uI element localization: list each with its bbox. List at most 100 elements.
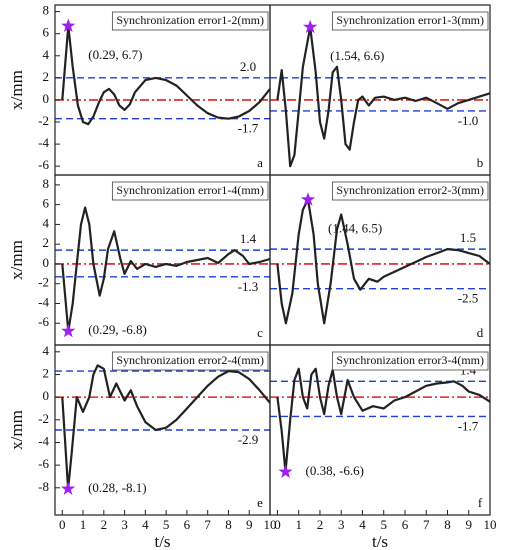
y-tick-label: -6 xyxy=(38,314,49,329)
title-box xyxy=(331,351,489,371)
x-tick-label: 2 xyxy=(317,517,324,532)
x-tick-label: 3 xyxy=(338,517,345,532)
data-line xyxy=(276,198,491,325)
title-box xyxy=(111,11,269,31)
subplot-title: Synchronization error2-4(mm) xyxy=(116,353,264,367)
plot-frame xyxy=(269,174,491,346)
peak-label: (0.29, -6.8) xyxy=(88,322,146,337)
y-tick-label: 6 xyxy=(43,25,50,40)
x-tick-label: 6 xyxy=(184,517,191,532)
subplot-title: Synchronization error1-3(mm) xyxy=(336,13,484,27)
x-tick-label: 4 xyxy=(359,517,366,532)
x-tick-label: 10 xyxy=(264,517,277,532)
peak-label: (0.28, -8.1) xyxy=(88,480,147,495)
data-line xyxy=(276,26,491,168)
y-axis-label: x/mm xyxy=(7,240,26,280)
y-tick-label: 6 xyxy=(43,196,50,211)
y-tick-label: 2 xyxy=(43,69,50,84)
x-tick-label: 8 xyxy=(444,517,451,532)
y-tick-label: 2 xyxy=(43,235,50,250)
threshold-label: -1.0 xyxy=(458,113,479,128)
y-tick-label: -6 xyxy=(38,456,49,471)
plot-frame xyxy=(269,4,491,176)
title-box xyxy=(331,11,489,31)
y-tick-label: 0 xyxy=(43,91,50,106)
y-tick-label: -2 xyxy=(38,275,49,290)
plot-frame xyxy=(54,4,271,176)
peak-label: (1.54, 6.6) xyxy=(330,48,384,63)
threshold-label: 1.5 xyxy=(460,230,476,245)
threshold-label: -1.3 xyxy=(238,279,259,294)
threshold-label: 1.4 xyxy=(240,231,257,246)
threshold-label: -2.9 xyxy=(238,432,259,447)
peak-marker xyxy=(61,18,76,32)
x-axis-label: t/s xyxy=(372,532,388,550)
panel-letter: e xyxy=(257,495,263,510)
x-tick-label: 7 xyxy=(204,517,211,532)
x-tick-label: 6 xyxy=(402,517,409,532)
peak-label: (1.44, 6.5) xyxy=(328,221,382,236)
y-axis-label: x/mm xyxy=(7,70,26,110)
x-tick-label: 1 xyxy=(295,517,302,532)
plot-frame xyxy=(54,174,271,346)
panel-letter: a xyxy=(257,155,263,170)
y-tick-label: -8 xyxy=(38,479,49,494)
x-tick-label: 2 xyxy=(101,517,108,532)
y-tick-label: -6 xyxy=(38,157,49,172)
y-tick-label: 0 xyxy=(43,388,50,403)
peak-label: (0.29, 6.7) xyxy=(88,47,142,62)
y-tick-label: 4 xyxy=(43,343,50,358)
x-tick-label: 3 xyxy=(121,517,128,532)
x-tick-label: 4 xyxy=(142,517,149,532)
x-axis-label: t/s xyxy=(154,532,170,550)
y-tick-label: 4 xyxy=(43,47,50,62)
x-tick-label: 0 xyxy=(59,517,66,532)
panel-letter: b xyxy=(477,155,484,170)
data-line xyxy=(61,24,271,126)
subplot-title: Synchronization error1-2(mm) xyxy=(116,13,264,27)
x-tick-label: 7 xyxy=(423,517,430,532)
threshold-label: -1.7 xyxy=(458,418,479,433)
y-tick-label: 8 xyxy=(43,176,50,191)
panel-letter: c xyxy=(257,325,263,340)
x-tick-label: 8 xyxy=(225,517,232,532)
panel-letter: d xyxy=(477,325,484,340)
data-line xyxy=(276,367,491,473)
title-box xyxy=(331,181,489,201)
subplot-title: Synchronization error2-3(mm) xyxy=(336,183,484,197)
data-line xyxy=(61,364,271,490)
y-tick-label: -2 xyxy=(38,113,49,128)
subplot-title: Synchronization error1-4(mm) xyxy=(116,183,264,197)
x-tick-label: 0 xyxy=(274,517,281,532)
threshold-label: 2.0 xyxy=(240,59,256,74)
title-box xyxy=(111,351,269,371)
peak-marker xyxy=(303,19,318,34)
y-tick-label: -4 xyxy=(38,433,49,448)
threshold-label: -2.5 xyxy=(458,291,479,306)
title-box xyxy=(111,181,269,201)
y-tick-label: 2 xyxy=(43,365,50,380)
peak-marker xyxy=(61,481,76,495)
x-tick-label: 1 xyxy=(80,517,87,532)
panel-letter: f xyxy=(478,495,483,510)
y-tick-label: -4 xyxy=(38,294,49,309)
peak-marker xyxy=(278,464,293,478)
peak-marker xyxy=(300,192,316,206)
y-tick-label: -2 xyxy=(38,411,49,426)
y-tick-label: 0 xyxy=(43,255,50,270)
x-tick-label: 10 xyxy=(484,517,497,532)
peak-label: (0.38, -6.6) xyxy=(306,463,365,478)
peak-marker xyxy=(61,323,76,338)
x-tick-label: 9 xyxy=(246,517,253,532)
plot-frame xyxy=(269,344,491,516)
threshold-label: -1.7 xyxy=(238,121,259,136)
y-tick-label: 8 xyxy=(43,3,50,18)
data-line xyxy=(61,206,271,333)
x-tick-label: 9 xyxy=(465,517,472,532)
y-axis-label: x/mm xyxy=(7,410,26,450)
x-tick-label: 5 xyxy=(380,517,387,532)
y-tick-label: -4 xyxy=(38,135,49,150)
subplot-title: Synchronization error3-4(mm) xyxy=(336,353,484,367)
x-tick-label: 5 xyxy=(163,517,170,532)
